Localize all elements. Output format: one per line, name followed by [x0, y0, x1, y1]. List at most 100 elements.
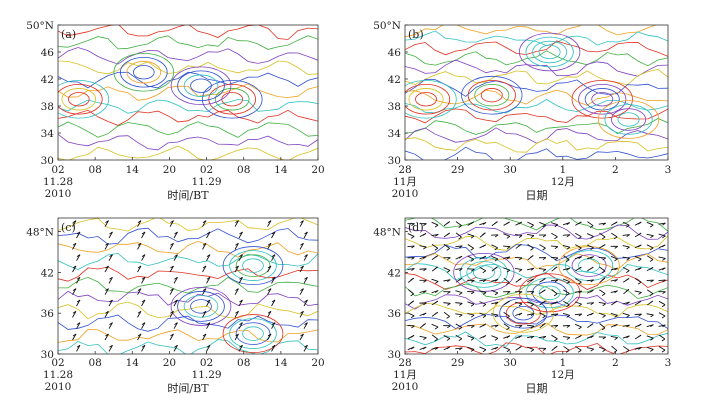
wind-barb-flag: [482, 222, 487, 225]
x-tick-label: 14: [274, 357, 288, 369]
wind-barb: [234, 243, 239, 250]
x-tick-label: 02: [200, 357, 213, 369]
wind-barb-flag: [566, 234, 571, 238]
wind-barb: [491, 324, 499, 327]
contour-ring: [201, 79, 263, 119]
wind-barb: [267, 220, 272, 227]
wind-barb-flag: [626, 314, 630, 318]
wind-barb-flag: [410, 293, 414, 297]
wind-barb: [271, 231, 276, 239]
wind-barb-flag: [530, 313, 535, 316]
wind-barb-flag: [578, 266, 582, 270]
wind-barb-flag: [553, 345, 558, 349]
wind-barb-flag: [300, 220, 304, 224]
wind-barb: [599, 232, 606, 238]
wind-barb: [467, 255, 475, 260]
wind-barb: [539, 312, 546, 317]
wind-barb: [108, 231, 113, 239]
wind-barb: [234, 265, 239, 273]
wind-barb-flag: [530, 349, 535, 352]
wind-barb-flag: [542, 315, 546, 319]
wind-barb-flag: [304, 231, 308, 235]
wind-barb: [479, 290, 487, 293]
wind-barb: [467, 233, 475, 237]
wind-barb-flag: [542, 289, 546, 293]
contour-line: [405, 235, 668, 251]
contour-ring: [571, 254, 607, 277]
wind-barb: [173, 277, 178, 284]
contour-ring: [170, 66, 232, 106]
wind-barb: [598, 301, 606, 305]
wind-barb: [658, 256, 666, 259]
wind-barb: [491, 313, 499, 316]
wind-barb: [455, 232, 462, 238]
contour-ring: [578, 84, 627, 115]
wind-barb-flag: [602, 257, 606, 261]
wind-barb-flag: [626, 301, 630, 305]
contour-lines: [405, 218, 668, 354]
wind-barb: [299, 220, 304, 227]
wind-barb: [563, 289, 570, 294]
wind-barb-flag: [76, 322, 81, 326]
wind-barb-flag: [170, 242, 174, 246]
wind-barb: [467, 244, 474, 249]
wind-barb-flag: [137, 310, 142, 314]
wind-barb-flag: [482, 279, 487, 283]
wind-barb-flag: [137, 333, 142, 337]
wind-barb: [267, 265, 272, 273]
panel-d: (d) 30 36 42 48°N 28 29 30 1 2 3 11月 12月 2010 日期: [373, 217, 671, 395]
wind-barb-flag: [554, 324, 559, 328]
contour-ring: [190, 299, 212, 314]
wind-barb: [658, 346, 666, 351]
wind-barb: [467, 346, 475, 350]
wind-barb-flag: [410, 277, 414, 281]
wind-barb: [455, 221, 462, 227]
wind-barb-flag: [202, 310, 207, 314]
x-tick-label: 02: [51, 357, 64, 369]
wind-barb-flag: [613, 221, 618, 225]
contour-ring: [120, 57, 168, 88]
wind-barb-flag: [494, 258, 499, 262]
wind-barb-flag: [458, 255, 463, 259]
y-tick-label: 46: [41, 47, 55, 59]
wind-barb-flag: [613, 236, 618, 240]
wind-barb: [141, 254, 146, 261]
contour-line: [58, 60, 318, 75]
wind-barb: [206, 277, 211, 284]
wind-barb-flag: [304, 299, 308, 303]
wind-barb: [658, 334, 666, 340]
wind-barb-flag: [206, 254, 211, 258]
wind-barb: [299, 243, 304, 250]
wind-barb: [271, 345, 276, 352]
wind-barb-flag: [566, 222, 570, 225]
wind-barb: [539, 221, 546, 226]
wind-barb: [575, 346, 582, 351]
contour-ring: [571, 79, 633, 119]
contour-line: [58, 99, 318, 114]
wind-barb-flag: [506, 221, 510, 225]
wind-barb: [443, 311, 450, 317]
wind-barb-flag: [422, 346, 427, 350]
x-tick-label: 20: [311, 164, 324, 176]
wind-barb: [455, 268, 463, 270]
wind-barb-flag: [174, 344, 178, 348]
wind-barb: [141, 231, 146, 239]
contour-line: [405, 78, 668, 97]
contour-ring: [466, 261, 502, 284]
x-tick-label: 30: [504, 164, 517, 176]
wind-barb: [299, 311, 304, 318]
contour-ring: [408, 88, 444, 111]
wind-barb-flag: [650, 279, 654, 283]
x-year-label: 2010: [392, 188, 419, 200]
wind-barb: [72, 288, 77, 295]
wind-barb: [443, 302, 451, 304]
contour-line: [405, 313, 668, 330]
wind-barb: [610, 312, 618, 316]
wind-barb: [271, 322, 276, 329]
contour-ring: [480, 88, 503, 103]
x-tick-label: 20: [311, 357, 324, 369]
contour-line: [58, 47, 318, 65]
contour-line: [58, 121, 318, 138]
wind-barb: [271, 277, 276, 284]
contour-ring: [242, 258, 264, 273]
